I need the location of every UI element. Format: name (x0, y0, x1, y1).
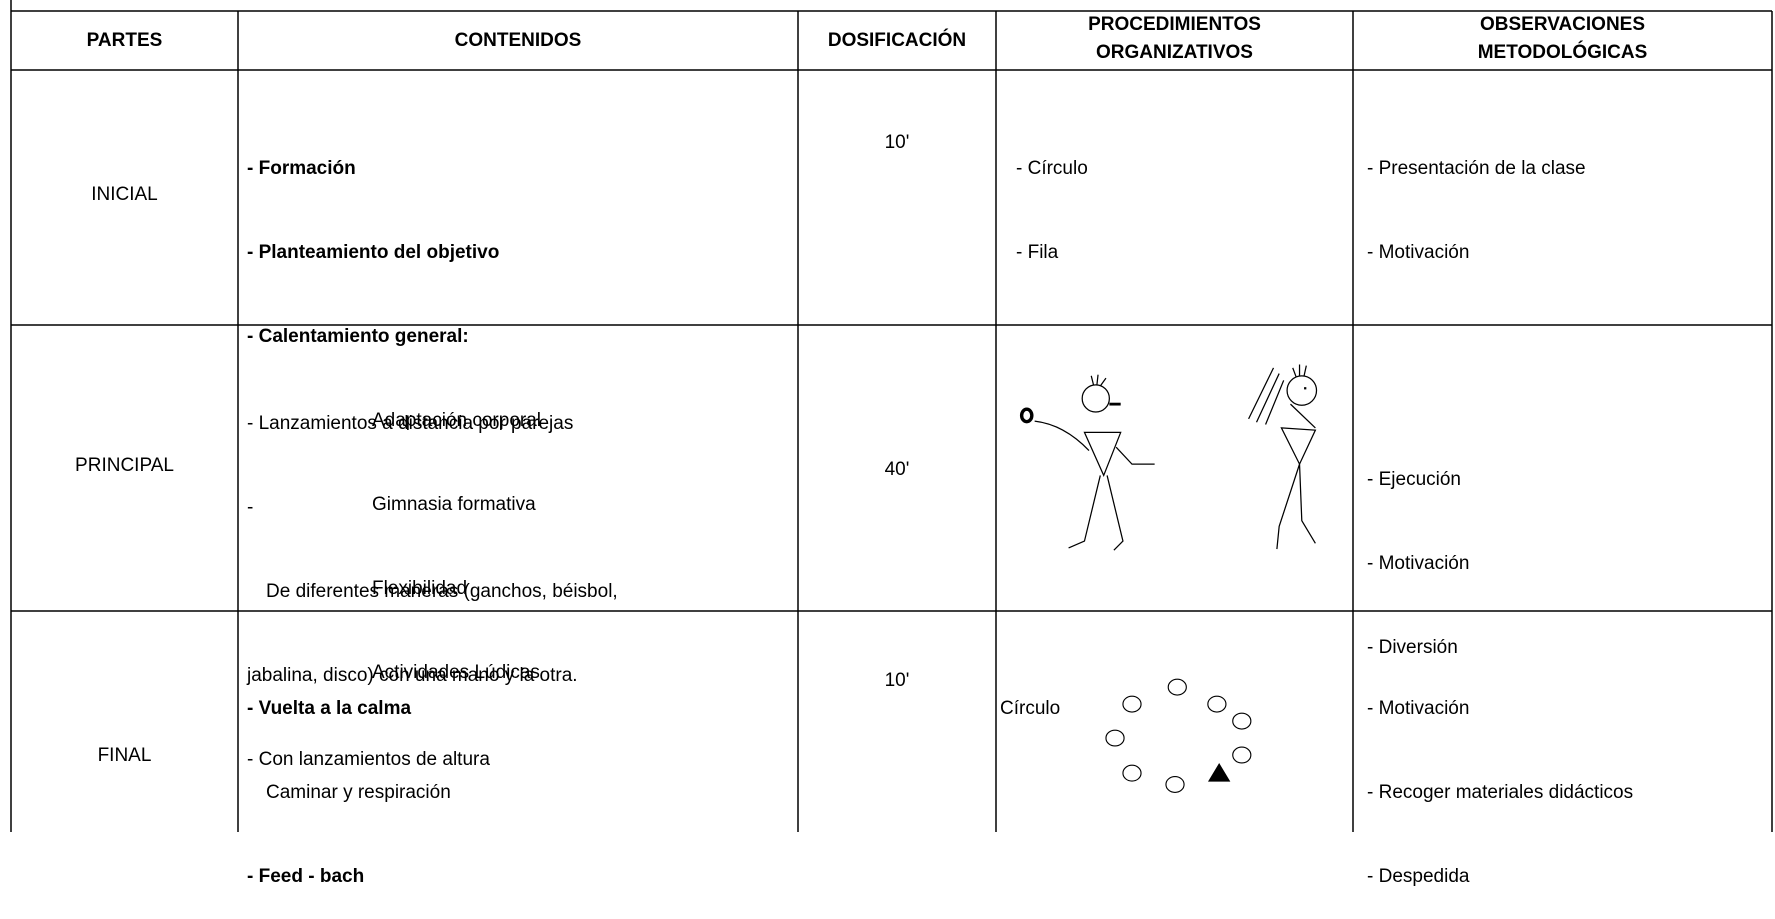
content-line: - Formación (247, 158, 356, 179)
content-line: Gimnasia formativa (372, 494, 536, 515)
header: PROCEDIMIENTOS ORGANIZATIVOS (1088, 14, 1261, 63)
dosage: 10' (884, 132, 910, 153)
part: FINAL (97, 745, 152, 766)
observation-line: - Motivación (1367, 698, 1470, 719)
contents: - Lanzamientos a distancia por parejas -… (247, 354, 618, 802)
observations: - Presentación de la clase - Motivación (1367, 99, 1586, 295)
content-line: - Lanzamientos a distancia por parejas (247, 413, 574, 434)
content-line: De diferentes maneras (ganchos, béisbol, (266, 581, 618, 602)
observation-line: - Despedida (1367, 866, 1470, 887)
content-line: - Feed - bach (247, 866, 365, 887)
procedures: - Círculo - Fila (1016, 99, 1088, 295)
procedure-line: Círculo (1000, 698, 1061, 719)
page: PARTES CONTENIDOS DOSIFICACIÓN PROCEDIMI… (10, 0, 1773, 887)
observation-line: - Diversión (1367, 637, 1458, 658)
observations: - Ejecución - Motivación - Diversión (1367, 410, 1469, 690)
part: INICIAL (91, 184, 158, 205)
procedure-line: - Círculo (1016, 158, 1088, 179)
header: OBSERVACIONES METODOLÓGICAS (1477, 14, 1648, 63)
dosage: 40' (884, 459, 910, 480)
content-line: jabalina, disco) con una mano y la otra. (247, 665, 578, 686)
part: PRINCIPAL (75, 455, 174, 476)
content-line: Adaptación corporal (372, 410, 541, 431)
observation-line: - Presentación de la clase (1367, 158, 1586, 179)
content-line: - (247, 497, 254, 518)
observations: - Motivación - Recoger materiales didáct… (1367, 639, 1633, 919)
procedure-line: - Fila (1016, 242, 1059, 263)
procedures: Círculo (1000, 639, 1060, 751)
observation-line: - Ejecución (1367, 469, 1461, 490)
content-line: - Con lanzamientos de altura (247, 749, 490, 770)
circle-formation (1105, 678, 1252, 793)
contents: - Vuelta a la calma Caminar y respiració… (247, 639, 451, 919)
header: CONTENIDOS (454, 30, 582, 51)
content-line: Actividades Lúdicas (372, 662, 540, 683)
content-line: Flexibilidad (372, 578, 468, 599)
observation-line: - Motivación (1367, 553, 1470, 574)
header: DOSIFICACIÓN (827, 30, 967, 51)
header: PARTES (86, 30, 163, 51)
content-line: - Calentamiento general: (247, 326, 469, 347)
table-grid (10, 0, 1773, 832)
stick-figures (1019, 364, 1318, 551)
observation-line: - Motivación (1367, 242, 1470, 263)
observation-line: - Recoger materiales didácticos (1367, 782, 1634, 803)
contents: - Formación - Planteamiento del objetivo… (247, 99, 541, 715)
content-line: - Vuelta a la calma (247, 698, 412, 719)
content-line: - Planteamiento del objetivo (247, 242, 500, 263)
dosage: 10' (884, 670, 910, 691)
content-line: Caminar y respiración (266, 782, 451, 803)
